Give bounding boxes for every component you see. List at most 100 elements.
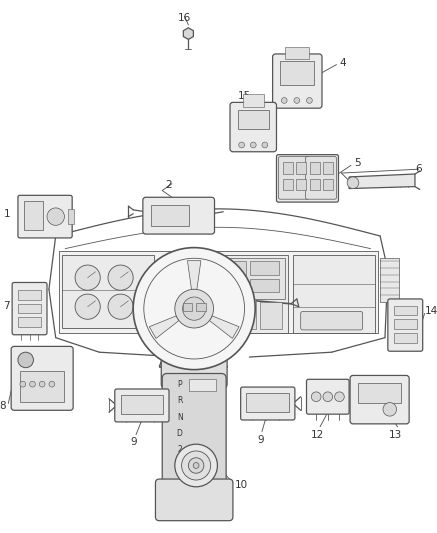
Bar xyxy=(323,163,333,174)
Text: 4: 4 xyxy=(340,58,346,68)
Circle shape xyxy=(193,463,199,469)
Circle shape xyxy=(108,265,133,290)
Bar xyxy=(151,205,189,227)
Circle shape xyxy=(108,294,133,319)
Bar xyxy=(394,319,417,329)
Circle shape xyxy=(39,381,45,387)
Bar xyxy=(394,333,417,343)
Circle shape xyxy=(335,392,344,401)
Bar xyxy=(380,259,399,302)
Circle shape xyxy=(75,265,100,290)
Text: L: L xyxy=(177,462,182,471)
FancyBboxPatch shape xyxy=(115,389,169,422)
Text: 6: 6 xyxy=(415,164,422,174)
FancyBboxPatch shape xyxy=(350,375,409,424)
Circle shape xyxy=(133,248,255,369)
Text: 12: 12 xyxy=(311,430,324,440)
Bar xyxy=(394,306,417,316)
FancyBboxPatch shape xyxy=(306,379,349,414)
FancyBboxPatch shape xyxy=(162,374,226,495)
Polygon shape xyxy=(160,336,227,367)
Bar xyxy=(283,163,293,174)
Text: 8: 8 xyxy=(0,401,6,411)
FancyBboxPatch shape xyxy=(18,195,72,238)
FancyBboxPatch shape xyxy=(301,311,363,330)
Bar xyxy=(18,317,41,327)
Bar xyxy=(234,302,256,329)
Circle shape xyxy=(323,392,333,401)
FancyBboxPatch shape xyxy=(143,197,215,234)
Bar xyxy=(62,255,155,328)
Bar xyxy=(189,379,216,391)
Circle shape xyxy=(49,381,55,387)
Circle shape xyxy=(281,98,287,103)
Text: 9: 9 xyxy=(258,434,264,445)
Circle shape xyxy=(183,297,206,320)
Circle shape xyxy=(347,177,359,189)
Circle shape xyxy=(250,142,256,148)
Text: 2: 2 xyxy=(177,446,182,455)
Bar xyxy=(296,163,305,174)
Text: 10: 10 xyxy=(235,480,248,490)
Bar xyxy=(18,304,41,313)
Circle shape xyxy=(262,142,268,148)
Bar xyxy=(296,179,305,190)
Bar xyxy=(180,259,285,299)
Text: 5: 5 xyxy=(354,158,361,168)
Bar xyxy=(182,302,204,329)
FancyBboxPatch shape xyxy=(11,346,73,410)
Text: 2: 2 xyxy=(166,180,172,190)
Bar xyxy=(283,179,293,190)
FancyBboxPatch shape xyxy=(278,157,309,199)
FancyBboxPatch shape xyxy=(273,54,322,108)
Bar xyxy=(183,303,192,311)
Text: 13: 13 xyxy=(389,430,402,440)
Polygon shape xyxy=(349,174,415,189)
Polygon shape xyxy=(209,316,239,338)
Circle shape xyxy=(306,98,312,103)
Text: 15: 15 xyxy=(238,91,251,101)
Text: 9: 9 xyxy=(131,438,138,447)
Circle shape xyxy=(175,289,214,328)
Bar xyxy=(20,370,64,401)
Bar xyxy=(177,255,288,333)
Bar xyxy=(196,303,206,311)
Text: P: P xyxy=(177,379,182,389)
Bar xyxy=(238,110,269,130)
FancyBboxPatch shape xyxy=(156,479,233,521)
Bar xyxy=(183,261,212,274)
Bar xyxy=(183,279,212,292)
Bar xyxy=(24,201,43,230)
FancyBboxPatch shape xyxy=(305,157,336,199)
Bar xyxy=(260,302,282,329)
Bar xyxy=(250,279,279,292)
Text: 1: 1 xyxy=(3,209,10,219)
Circle shape xyxy=(294,98,300,103)
Circle shape xyxy=(182,451,211,480)
Bar xyxy=(285,47,309,59)
Text: 16: 16 xyxy=(178,13,191,23)
Circle shape xyxy=(188,458,204,473)
FancyBboxPatch shape xyxy=(277,155,339,202)
Circle shape xyxy=(383,402,396,416)
Text: 7: 7 xyxy=(3,301,10,311)
Circle shape xyxy=(30,381,35,387)
Circle shape xyxy=(18,352,34,368)
Bar xyxy=(18,290,41,300)
Bar xyxy=(323,179,333,190)
Bar xyxy=(281,61,314,85)
FancyBboxPatch shape xyxy=(241,387,295,420)
Bar xyxy=(121,395,163,414)
Bar xyxy=(68,209,74,224)
Bar xyxy=(250,261,279,274)
Text: R: R xyxy=(177,396,182,405)
Bar xyxy=(216,261,246,274)
Bar xyxy=(243,94,264,107)
Circle shape xyxy=(311,392,321,401)
Circle shape xyxy=(175,444,218,487)
Circle shape xyxy=(75,294,100,319)
Bar xyxy=(59,251,378,333)
Bar xyxy=(246,393,289,412)
FancyBboxPatch shape xyxy=(161,351,227,388)
Text: N: N xyxy=(177,413,183,422)
